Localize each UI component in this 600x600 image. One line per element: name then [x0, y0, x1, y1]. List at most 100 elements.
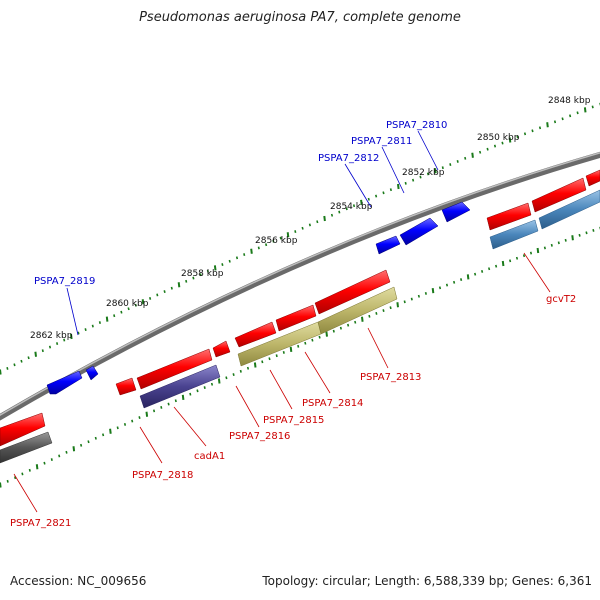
- minor-tick: [14, 476, 17, 480]
- reverse-strand-genes: [46, 201, 471, 395]
- minor-tick: [228, 259, 231, 263]
- gene-label[interactable]: PSPA7_2818: [132, 470, 193, 481]
- major-tick: [253, 362, 257, 368]
- minor-tick: [203, 386, 206, 389]
- gene-next-1[interactable]: [531, 177, 587, 213]
- gene-cadA1[interactable]: [136, 348, 213, 390]
- major-tick: [360, 199, 363, 206]
- minor-tick: [257, 246, 260, 250]
- gene-PSPA7_2816[interactable]: [212, 340, 231, 358]
- cds-cadA1[interactable]: [139, 364, 221, 409]
- minor-tick: [189, 392, 192, 396]
- minor-tick: [127, 307, 130, 311]
- major-tick: [361, 316, 364, 322]
- minor-tick: [221, 263, 224, 266]
- minor-tick: [232, 373, 235, 376]
- gene-label[interactable]: PSPA7_2821: [10, 518, 71, 529]
- minor-tick: [382, 309, 385, 312]
- minor-tick: [102, 433, 105, 437]
- minor-tick: [120, 310, 123, 314]
- minor-tick: [474, 272, 477, 276]
- minor-tick: [316, 220, 319, 224]
- gene-PSPA7_2818[interactable]: [115, 377, 137, 396]
- gene-PSPA7_2821[interactable]: [0, 412, 46, 447]
- minor-tick: [410, 297, 413, 301]
- gene-PSPA7_2819[interactable]: [46, 370, 83, 395]
- gene-PSPA7_2813[interactable]: [314, 269, 391, 315]
- minor-tick: [80, 443, 83, 447]
- gene-label[interactable]: PSPA7_2816: [229, 431, 290, 442]
- minor-tick: [523, 132, 527, 136]
- kbp-label: 2858 kbp: [181, 269, 224, 279]
- minor-tick: [149, 297, 152, 300]
- major-tick: [177, 282, 181, 288]
- cds-gcvT2[interactable]: [489, 219, 539, 250]
- gene-label[interactable]: PSPA7_2810: [386, 120, 447, 131]
- minor-tick: [304, 341, 307, 345]
- minor-tick: [28, 468, 31, 472]
- leader-PSPA7_2814: [304, 351, 331, 394]
- minor-tick: [585, 231, 588, 235]
- minor-tick: [185, 279, 188, 283]
- genome-summary-text: Topology: circular; Length: 6,588,339 bp…: [262, 574, 592, 588]
- minor-tick: [529, 251, 533, 255]
- minor-tick: [153, 409, 156, 413]
- cds-PSPA7_2821[interactable]: [0, 431, 53, 464]
- cds-PSPA7_2813[interactable]: [317, 286, 398, 335]
- leader-PSPA7_2821: [13, 473, 38, 513]
- minor-tick: [235, 256, 239, 260]
- leader-gcvT2: [523, 252, 551, 293]
- gene-label[interactable]: cadA1: [194, 451, 225, 462]
- minor-tick: [84, 328, 87, 331]
- kbp-labels: 2848 kbp 2850 kbp 2852 kbp 2854 kbp 2856…: [30, 96, 591, 341]
- minor-tick: [426, 172, 430, 176]
- gene-labels: PSPA7_2810 PSPA7_2811 PSPA7_2812 PSPA7_2…: [10, 120, 576, 529]
- gene-label[interactable]: PSPA7_2813: [360, 372, 421, 383]
- gene-PSPA7_2814[interactable]: [275, 304, 317, 332]
- major-tick: [471, 152, 474, 158]
- tick-row-inner: [0, 226, 600, 488]
- minor-tick: [113, 314, 116, 318]
- minor-tick: [170, 286, 173, 290]
- minor-tick: [131, 419, 134, 423]
- gene-PSPA7_2815[interactable]: [234, 321, 277, 348]
- gene-next-2[interactable]: [585, 169, 600, 187]
- gene-PSPA7_2812[interactable]: [375, 235, 401, 255]
- gene-label[interactable]: PSPA7_2819: [34, 276, 95, 287]
- minor-tick: [243, 253, 246, 256]
- gene-gcvT2[interactable]: [486, 202, 532, 231]
- minor-tick: [41, 349, 44, 353]
- gene-PSPA7_2819b[interactable]: [85, 365, 99, 381]
- major-tick: [546, 122, 549, 128]
- gene-label[interactable]: PSPA7_2814: [302, 398, 363, 409]
- major-tick: [105, 316, 109, 322]
- gene-label[interactable]: PSPA7_2815: [263, 415, 324, 426]
- major-tick: [289, 346, 293, 353]
- minor-tick: [20, 359, 23, 363]
- minor-tick: [98, 321, 101, 324]
- gene-PSPA7_2810[interactable]: [441, 201, 471, 223]
- minor-tick: [123, 423, 127, 426]
- minor-tick: [261, 360, 264, 364]
- genome-backbone-highlight: [0, 152, 600, 417]
- kbp-label: 2862 kbp: [30, 331, 73, 341]
- kbp-label: 2856 kbp: [255, 236, 298, 246]
- minor-tick: [382, 191, 385, 195]
- major-tick: [0, 482, 2, 488]
- gene-label[interactable]: gcvT2: [546, 294, 576, 305]
- gene-label[interactable]: PSPA7_2811: [351, 136, 412, 147]
- minor-tick: [460, 278, 463, 281]
- major-tick: [35, 464, 39, 470]
- minor-tick: [486, 147, 489, 151]
- gene-PSPA7_2811[interactable]: [399, 217, 439, 246]
- gene-label[interactable]: PSPA7_2812: [318, 153, 379, 164]
- minor-tick: [268, 357, 271, 361]
- minor-tick: [481, 270, 484, 273]
- minor-tick: [576, 111, 579, 115]
- map-title: Pseudomonas aeruginosa PA7, complete gen…: [139, 10, 461, 25]
- cds-next-1[interactable]: [538, 189, 600, 230]
- minor-tick: [196, 389, 199, 393]
- minor-tick: [77, 331, 80, 335]
- major-tick: [396, 302, 399, 308]
- minor-tick: [138, 416, 141, 419]
